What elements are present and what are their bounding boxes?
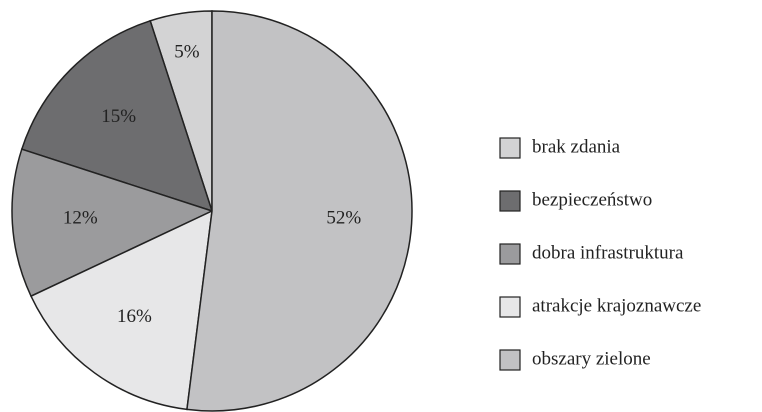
legend-label: bezpieczeństwo [532, 189, 652, 210]
legend-swatch [499, 190, 521, 212]
legend-label: atrakcje krajoznawcze [532, 295, 701, 316]
pie-slice [30, 209, 213, 411]
legend-swatch [499, 243, 521, 265]
slice-label: 16% [117, 306, 152, 327]
pie-slice [20, 19, 214, 213]
legend-swatch [499, 137, 521, 159]
legend-label: obszary zielone [532, 348, 651, 369]
legend-label: dobra infrastruktura [532, 242, 684, 263]
pie-slice [186, 10, 413, 412]
slice-label: 15% [101, 106, 136, 127]
legend-swatch [499, 349, 521, 371]
slice-label: 12% [63, 208, 98, 229]
slice-label: 52% [326, 208, 361, 229]
slice-label: 5% [174, 41, 200, 62]
legend-label: brak zdania [532, 136, 621, 157]
legend-swatch [499, 296, 521, 318]
pie-slice [11, 148, 215, 298]
